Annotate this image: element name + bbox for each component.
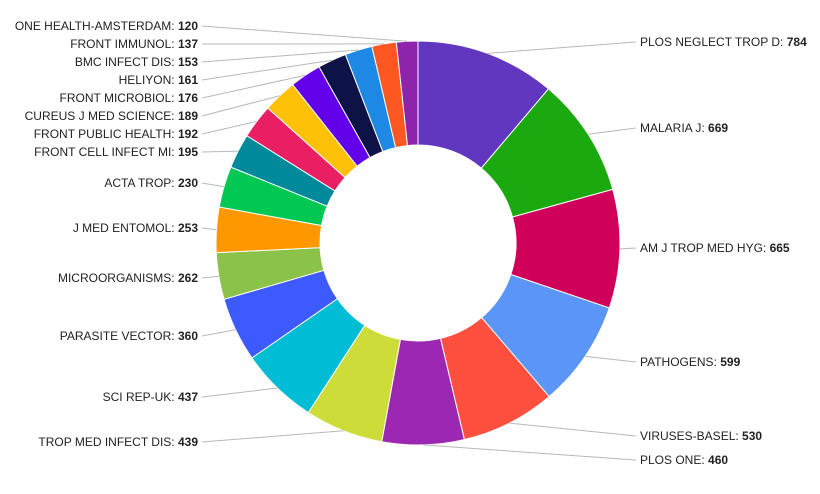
slice-label-plos-neglect-trop-d: PLOS NEGLECT TROP D: 784 xyxy=(640,35,807,49)
slice-label-value: 439 xyxy=(178,435,198,449)
slice-label-name: MALARIA J xyxy=(640,121,701,135)
slice-label-name: MICROORGANISMS xyxy=(58,271,171,285)
slice-label-name: ACTA TROP xyxy=(104,176,171,190)
slice-label-value: 230 xyxy=(178,176,198,190)
slice-label-malaria-j: MALARIA J: 669 xyxy=(640,121,728,135)
slice-label-name: PARASITE VECTOR xyxy=(60,329,172,343)
leader-line-one-health-amsterdam xyxy=(202,26,407,41)
slice-label-name: PATHOGENS xyxy=(640,355,714,369)
slice-label-value: 262 xyxy=(178,271,198,285)
slice-label-bmc-infect-dis: BMC INFECT DIS: 153 xyxy=(75,55,198,69)
slice-label-separator: : xyxy=(171,127,178,141)
leader-line-front-public-health xyxy=(202,121,257,134)
slice-label-microorganisms: MICROORGANISMS: 262 xyxy=(58,271,198,285)
slice-label-front-microbiol: FRONT MICROBIOL: 176 xyxy=(60,91,199,105)
slice-label-separator: : xyxy=(171,109,178,123)
leader-line-acta-trop xyxy=(202,183,224,187)
slice-label-separator: : xyxy=(171,435,178,449)
slice-label-separator: : xyxy=(171,221,178,235)
slice-label-value: 530 xyxy=(742,429,762,443)
leader-line-parasite-vector xyxy=(202,330,236,336)
slice-label-separator: : xyxy=(171,37,178,51)
slice-label-name: FRONT MICROBIOL xyxy=(60,91,172,105)
slice-label-front-public-health: FRONT PUBLIC HEALTH: 192 xyxy=(34,127,199,141)
slice-label-value: 253 xyxy=(178,221,198,235)
slice-label-name: TROP MED INFECT DIS xyxy=(38,435,171,449)
slice-label-separator: : xyxy=(171,390,178,404)
slice-label-viruses-basel: VIRUSES-BASEL: 530 xyxy=(640,429,762,443)
slice-label-separator: : xyxy=(701,453,708,467)
slice-label-separator: : xyxy=(171,271,178,285)
leader-line-plos-one xyxy=(423,445,636,460)
slice-label-separator: : xyxy=(763,241,770,255)
slice-label-one-health-amsterdam: ONE HEALTH-AMSTERDAM: 120 xyxy=(15,19,198,33)
slices-group xyxy=(216,41,620,445)
slice-label-value: 195 xyxy=(178,145,198,159)
slice-label-value: 192 xyxy=(178,127,198,141)
slice-label-value: 669 xyxy=(708,121,728,135)
slice-label-name: J MED ENTOMOL xyxy=(73,221,172,235)
slice-label-name: ONE HEALTH-AMSTERDAM xyxy=(15,19,171,33)
slice-label-value: 120 xyxy=(178,19,198,33)
slice-label-value: 161 xyxy=(178,73,198,87)
slice-label-value: 360 xyxy=(178,329,198,343)
slice-label-value: 665 xyxy=(770,241,790,255)
slice-label-name: HELIYON xyxy=(119,73,172,87)
slice-label-value: 460 xyxy=(708,453,728,467)
slice-label-name: FRONT IMMUNOL xyxy=(70,37,171,51)
slice-label-name: AM J TROP MED HYG xyxy=(640,241,763,255)
leader-line-am-j-trop-med-hyg xyxy=(620,248,636,249)
slice-label-value: 137 xyxy=(178,37,198,51)
leader-line-pathogens xyxy=(585,356,636,362)
slice-label-front-immunol: FRONT IMMUNOL: 137 xyxy=(70,37,198,51)
slice-label-cureus-j-med-science: CUREUS J MED SCIENCE: 189 xyxy=(25,109,199,123)
leader-line-malaria-j xyxy=(588,128,636,134)
slice-label-am-j-trop-med-hyg: AM J TROP MED HYG: 665 xyxy=(640,241,790,255)
leader-line-trop-med-infect-dis xyxy=(202,431,344,442)
leader-line-sci-rep-uk xyxy=(202,388,277,397)
slice-label-name: CUREUS J MED SCIENCE xyxy=(25,109,172,123)
slice-label-plos-one: PLOS ONE: 460 xyxy=(640,453,728,467)
slice-label-heliyon: HELIYON: 161 xyxy=(119,73,199,87)
slice-label-value: 599 xyxy=(720,355,740,369)
leader-line-front-cell-infect-mi xyxy=(202,151,238,152)
slice-label-trop-med-infect-dis: TROP MED INFECT DIS: 439 xyxy=(38,435,198,449)
slice-label-value: 189 xyxy=(178,109,198,123)
slice-label-name: PLOS ONE xyxy=(640,453,701,467)
slice-label-name: BMC INFECT DIS xyxy=(75,55,171,69)
slice-label-separator: : xyxy=(171,19,178,33)
slice-label-name: VIRUSES-BASEL xyxy=(640,429,736,443)
slice-label-separator: : xyxy=(171,176,178,190)
slice-label-front-cell-infect-mi: FRONT CELL INFECT MI: 195 xyxy=(34,145,198,159)
slice-label-name: SCI REP-UK xyxy=(103,390,172,404)
slice-label-value: 784 xyxy=(787,35,807,49)
slice-label-parasite-vector: PARASITE VECTOR: 360 xyxy=(60,329,199,343)
slice-label-separator: : xyxy=(780,35,787,49)
leader-line-microorganisms xyxy=(202,276,219,278)
slice-label-separator: : xyxy=(171,91,178,105)
leader-line-viruses-basel xyxy=(509,423,636,436)
slice-label-name: PLOS NEGLECT TROP D xyxy=(640,35,780,49)
slice-label-value: 153 xyxy=(178,55,198,69)
slice-label-separator: : xyxy=(735,429,742,443)
slice-label-acta-trop: ACTA TROP: 230 xyxy=(104,176,198,190)
slice-label-name: FRONT CELL INFECT MI xyxy=(34,145,171,159)
slice-label-value: 437 xyxy=(178,390,198,404)
slice-label-name: FRONT PUBLIC HEALTH xyxy=(34,127,172,141)
slice-label-separator: : xyxy=(171,329,178,343)
slice-label-separator: : xyxy=(714,355,721,369)
slice-label-separator: : xyxy=(701,121,708,135)
slice-label-pathogens: PATHOGENS: 599 xyxy=(640,355,741,369)
leader-line-plos-neglect-trop-d xyxy=(488,42,636,53)
slice-label-separator: : xyxy=(171,55,178,69)
slice-label-separator: : xyxy=(171,73,178,87)
slice-label-sci-rep-uk: SCI REP-UK: 437 xyxy=(103,390,199,404)
slice-label-separator: : xyxy=(171,145,178,159)
slice-label-value: 176 xyxy=(178,91,198,105)
leader-line-j-med-entomol xyxy=(202,228,216,230)
slice-label-j-med-entomol: J MED ENTOMOL: 253 xyxy=(73,221,198,235)
